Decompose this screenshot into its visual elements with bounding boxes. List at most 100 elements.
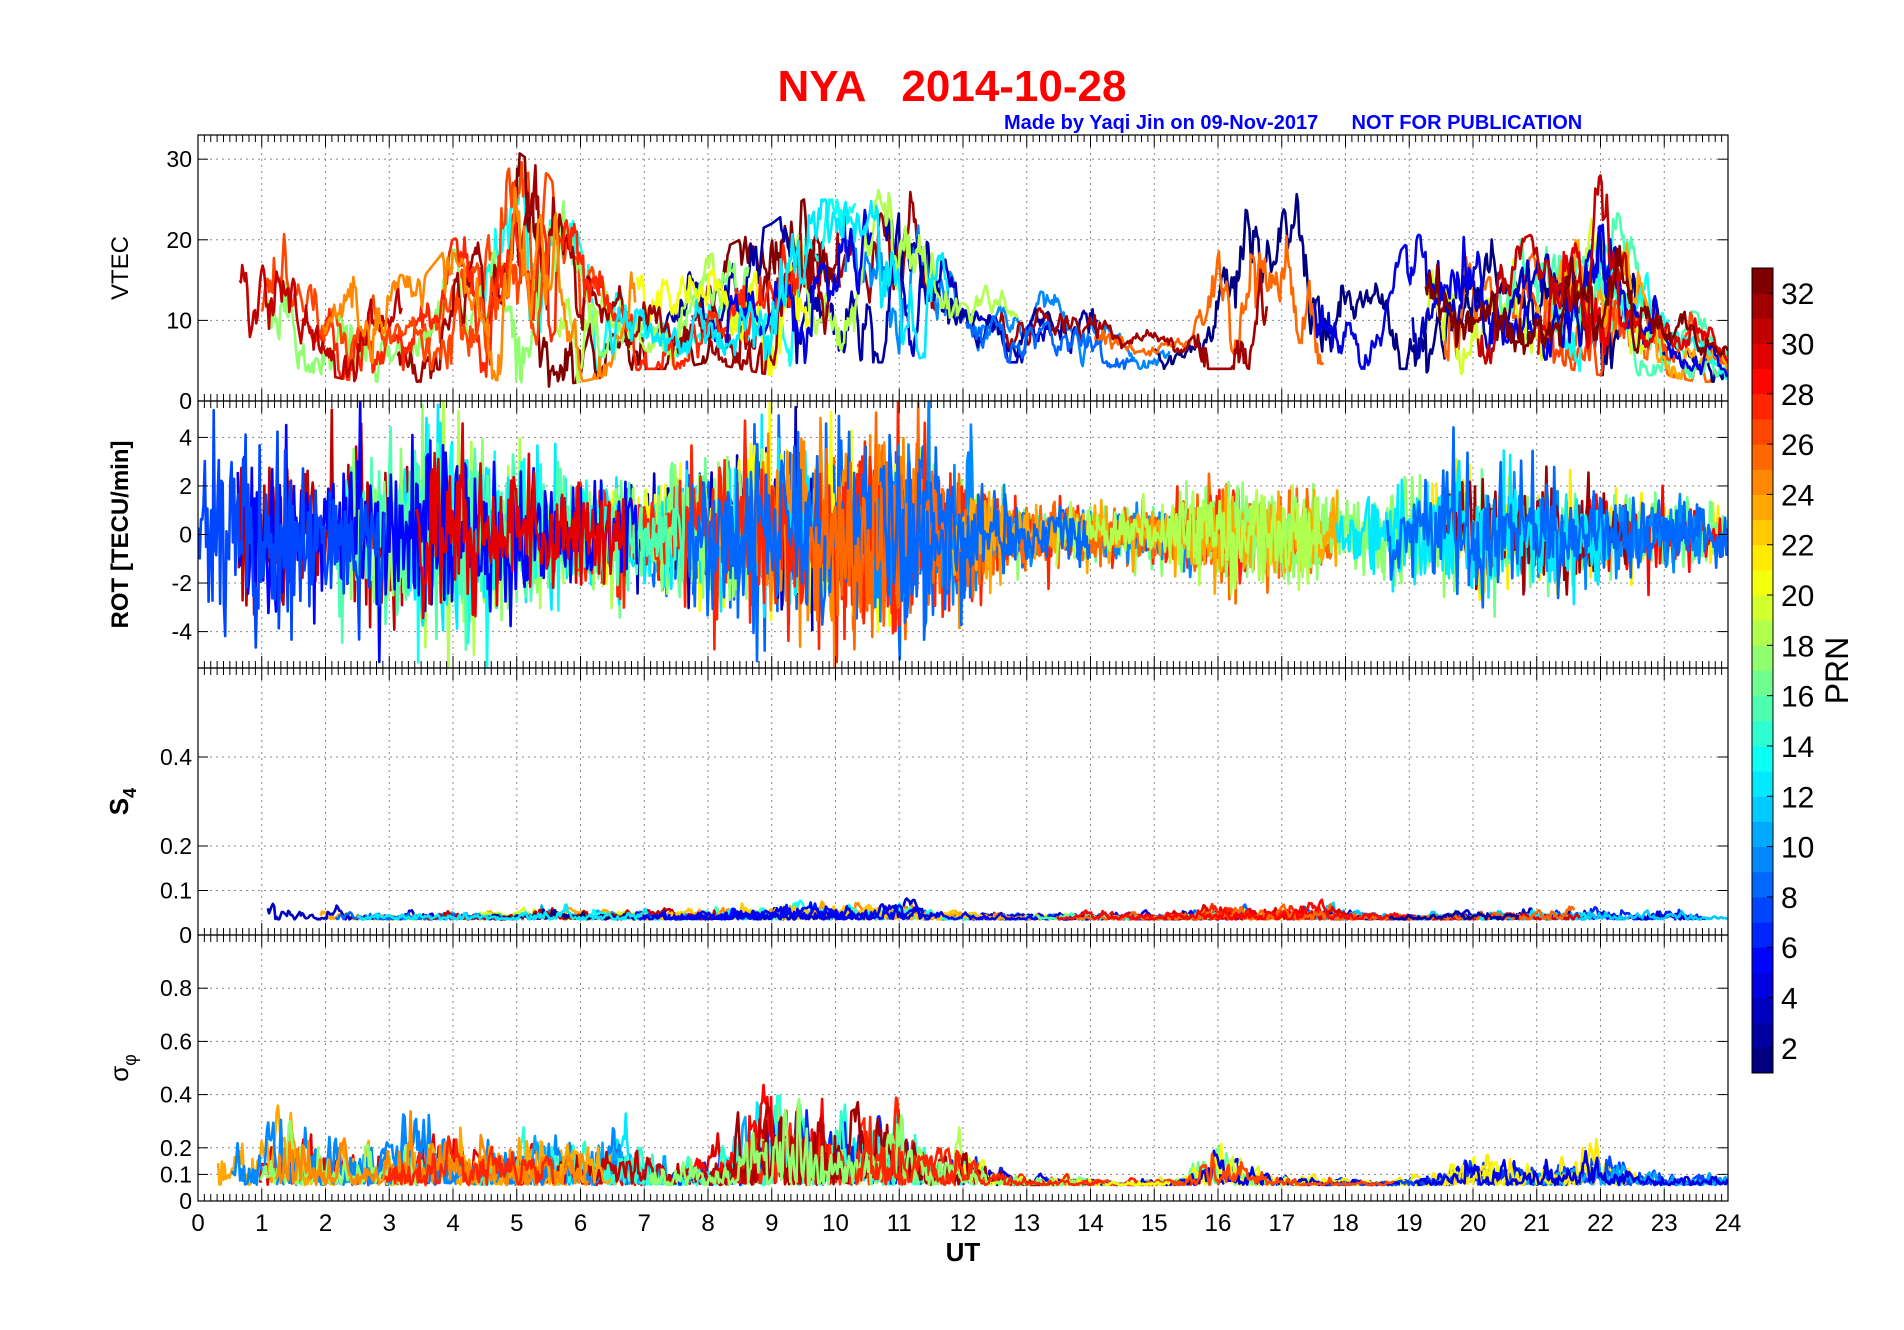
colorbar-segment bbox=[1752, 418, 1773, 445]
colorbar-segment bbox=[1752, 947, 1773, 973]
x-tick-label: 1 bbox=[255, 1210, 268, 1237]
x-tick-label: 17 bbox=[1268, 1210, 1295, 1237]
colorbar-segment bbox=[1752, 997, 1773, 1024]
y-tick-label: -4 bbox=[172, 619, 193, 645]
trace-prn-21 bbox=[1442, 1146, 1596, 1187]
colorbar-tick-label: 22 bbox=[1781, 530, 1814, 563]
colorbar-segment bbox=[1752, 695, 1773, 722]
trace-prn-18 bbox=[1055, 483, 1323, 596]
trace-prn-26 bbox=[1058, 1152, 1395, 1187]
x-tick-label: 11 bbox=[887, 1210, 912, 1237]
y-axis-label: S4 bbox=[104, 788, 140, 815]
trace-prn-12 bbox=[607, 198, 949, 361]
y-tick-label: 4 bbox=[179, 424, 192, 450]
colorbar-segment bbox=[1752, 393, 1773, 420]
colorbar-segment bbox=[1752, 972, 1773, 999]
y-tick-label: 0.4 bbox=[160, 744, 192, 770]
y-tick-label: 20 bbox=[166, 227, 192, 253]
colorbar-segment bbox=[1752, 796, 1773, 822]
trace-prn-25 bbox=[1093, 234, 1325, 366]
x-tick-label: 2 bbox=[319, 1210, 332, 1237]
colorbar-segment bbox=[1752, 871, 1773, 898]
y-tick-label: 0.8 bbox=[160, 975, 192, 1001]
trace-prn-32 bbox=[1424, 244, 1728, 358]
trace-prn-5 bbox=[666, 901, 857, 921]
colorbar-segment bbox=[1752, 1047, 1773, 1074]
panel-s4: 0 0.1 0.2 0.4 S4 bbox=[104, 667, 1729, 948]
x-tick-label: 9 bbox=[765, 1210, 778, 1237]
panel-rot: -4 -2 0 2 4 ROT [TECU/min] bbox=[107, 400, 1729, 669]
trace-prn-5 bbox=[633, 902, 1038, 921]
trace-prn-30 bbox=[1476, 174, 1630, 365]
x-tick-label: 23 bbox=[1651, 1210, 1678, 1237]
y-axis-label: ROT [TECU/min] bbox=[107, 441, 134, 629]
chart-title: NYA 2014-10-28 bbox=[777, 62, 1127, 111]
x-tick-label: 4 bbox=[446, 1210, 459, 1237]
colorbar-segment bbox=[1752, 519, 1773, 546]
colorbar-segment bbox=[1752, 343, 1773, 370]
colorbar-segment bbox=[1752, 368, 1773, 395]
traces bbox=[198, 401, 1728, 668]
x-axis-label: UT bbox=[946, 1237, 981, 1267]
colorbar-segment bbox=[1752, 821, 1773, 848]
trace-prn-1 bbox=[1153, 192, 1482, 374]
y-tick-label: 0 bbox=[179, 1188, 192, 1214]
y-axis-label: σφ bbox=[104, 1054, 140, 1082]
colorbar-box bbox=[1751, 267, 1774, 1074]
panel-vtec: 0 10 20 30 VTEC bbox=[107, 134, 1729, 414]
trace-prn-4 bbox=[1413, 1149, 1728, 1187]
x-tick-label: 6 bbox=[574, 1210, 587, 1237]
colorbar-segment bbox=[1752, 1022, 1773, 1049]
y-tick-label: 30 bbox=[166, 146, 192, 172]
colorbar-tick-label: 20 bbox=[1781, 580, 1814, 613]
x-tick-label: 13 bbox=[1013, 1210, 1040, 1237]
colorbar-tick-label: 12 bbox=[1781, 781, 1814, 814]
colorbar-tick-label: 4 bbox=[1781, 983, 1798, 1016]
x-tick-label: 12 bbox=[950, 1210, 977, 1237]
trace-prn-28 bbox=[1055, 898, 1416, 921]
y-tick-label: 2 bbox=[179, 473, 192, 499]
colorbar-tick-label: 28 bbox=[1781, 379, 1814, 412]
trace-prn-24 bbox=[321, 186, 637, 383]
y-tick-label: 0.1 bbox=[160, 878, 192, 904]
colorbar-segment bbox=[1752, 569, 1773, 596]
x-tick-label: 19 bbox=[1396, 1210, 1423, 1237]
colorbar-segment bbox=[1752, 620, 1773, 646]
colorbar-tick-label: 8 bbox=[1781, 882, 1798, 915]
trace-prn-8 bbox=[881, 451, 1091, 629]
trace-prn-29 bbox=[415, 422, 626, 620]
trace-prn-12 bbox=[356, 903, 659, 921]
trace-prn-31 bbox=[997, 268, 1269, 371]
x-tick-label: 10 bbox=[822, 1210, 849, 1237]
colorbar-segment bbox=[1752, 494, 1773, 521]
trace-prn-7 bbox=[198, 408, 386, 649]
y-tick-label: 0 bbox=[179, 522, 192, 548]
traces bbox=[238, 152, 1728, 388]
colorbar-segment bbox=[1752, 645, 1773, 671]
colorbar-tick-label: 6 bbox=[1781, 932, 1798, 965]
colorbar-tick-label: 30 bbox=[1781, 328, 1814, 361]
y-tick-label: 10 bbox=[166, 307, 192, 333]
y-tick-label: -2 bbox=[172, 570, 192, 596]
y-tick-label: 0.4 bbox=[160, 1082, 192, 1108]
x-tick-label: 15 bbox=[1141, 1210, 1168, 1237]
colorbar-tick-label: 2 bbox=[1781, 1033, 1798, 1066]
trace-prn-27 bbox=[383, 1135, 555, 1187]
x-tick-label: 7 bbox=[638, 1210, 651, 1237]
colorbar-segment bbox=[1752, 745, 1773, 772]
x-tick-label: 24 bbox=[1715, 1210, 1742, 1237]
colorbar-segment bbox=[1752, 469, 1773, 495]
x-tick-label: 22 bbox=[1587, 1210, 1614, 1237]
colorbar-tick-label: 16 bbox=[1781, 681, 1814, 714]
y-tick-label: 0 bbox=[179, 388, 192, 414]
colorbar-segment bbox=[1752, 444, 1773, 470]
trace-prn-26 bbox=[260, 232, 551, 382]
trace-prn-8 bbox=[964, 315, 1135, 371]
credit-note: Made by Yaqi Jin on 09-Nov-2017 NOT FOR … bbox=[1004, 112, 1583, 134]
trace-prn-4 bbox=[642, 903, 934, 921]
traces bbox=[216, 1083, 1728, 1187]
colorbar-tick-label: 18 bbox=[1781, 630, 1814, 663]
